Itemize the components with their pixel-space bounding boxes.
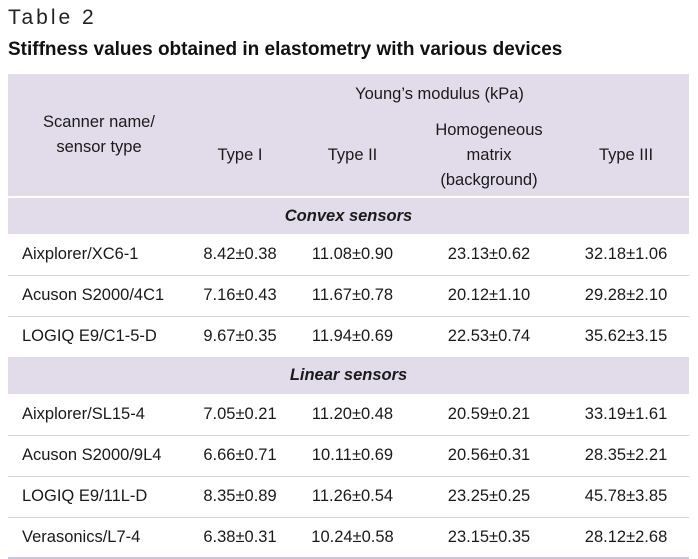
header-scanner-sensor: Scanner name/ sensor type [8, 74, 190, 197]
value-homogeneous: 23.25±0.25 [447, 487, 531, 505]
value-homogeneous: 20.59±0.21 [447, 404, 531, 423]
value-type-i: 8.42±0.38 [203, 244, 277, 263]
header-youngs-modulus: Young’s modulus (kPa) [355, 84, 524, 103]
value-homogeneous: 22.53±0.74 [447, 327, 531, 346]
value-type-ii: 11.08±0.90 [311, 244, 394, 263]
table-row: Aixplorer/SL15-4 7.05±0.21 11.20±0.48 20… [8, 394, 690, 435]
header-homogeneous-line1: Homogeneous [435, 120, 543, 139]
scanner-name: Verasonics/L7-4 [22, 527, 141, 546]
group-title: Linear sensors [289, 366, 408, 384]
scanner-name: Acuson S2000/4C1 [22, 286, 165, 304]
scanner-name: Aixplorer/SL15-4 [22, 404, 145, 423]
value-type-ii: 10.11±0.69 [311, 446, 394, 464]
header-homogeneous-line2: matrix [466, 145, 512, 164]
table-row: Verasonics/L7-4 6.38±0.31 10.24±0.58 23.… [8, 517, 690, 558]
value-type-iii: 28.35±2.21 [584, 446, 668, 464]
group-row-linear: Linear sensors [8, 357, 690, 394]
header-scanner-line2: sensor type [56, 138, 142, 156]
header-type-i: Type I [217, 145, 263, 164]
header-homogeneous-line3: (background) [440, 170, 538, 189]
table-row: Acuson S2000/9L4 6.66±0.71 10.11±0.69 20… [8, 435, 690, 476]
scanner-name: Acuson S2000/9L4 [22, 446, 162, 464]
table-label: Table 2 [8, 6, 97, 29]
value-type-iii: 35.62±3.15 [584, 327, 668, 346]
value-type-iii: 28.12±2.68 [584, 527, 668, 546]
table-row: LOGIQ E9/11L-D 8.35±0.89 11.26±0.54 23.2… [8, 476, 690, 517]
value-type-i: 7.05±0.21 [203, 404, 277, 423]
table-row: Acuson S2000/4C1 7.16±0.43 11.67±0.78 20… [8, 275, 690, 316]
group-row-convex: Convex sensors [8, 197, 690, 234]
group-title: Convex sensors [284, 206, 413, 225]
scanner-name: Aixplorer/XC6-1 [22, 244, 139, 263]
value-homogeneous: 20.56±0.31 [447, 446, 531, 464]
header-row-1: Scanner name/ sensor type Young’s modulu… [8, 74, 690, 156]
value-type-ii: 10.24±0.58 [311, 527, 394, 546]
value-type-i: 7.16±0.43 [203, 286, 277, 304]
value-type-iii: 33.19±1.61 [584, 404, 668, 423]
value-type-i: 6.38±0.31 [203, 527, 277, 546]
value-homogeneous: 23.15±0.35 [447, 527, 531, 546]
table-row: LOGIQ E9/C1-5-D 9.67±0.35 11.94±0.69 22.… [8, 316, 689, 357]
header-type-ii: Type II [327, 145, 378, 164]
value-type-i: 6.66±0.71 [203, 446, 277, 464]
value-homogeneous: 23.13±0.62 [447, 244, 531, 263]
scanner-name: LOGIQ E9/C1-5-D [22, 327, 157, 346]
value-type-i: 8.35±0.89 [203, 487, 277, 505]
header-scanner-line1: Scanner name/ [43, 113, 155, 131]
value-type-ii: 11.26±0.54 [311, 487, 394, 505]
value-type-iii: 32.18±1.06 [584, 244, 668, 263]
value-type-iii: 29.28±2.10 [584, 286, 668, 304]
stiffness-table: Scanner name/ sensor type Young’s modulu… [8, 74, 690, 559]
header-type-iii: Type III [598, 145, 654, 164]
table-row: Aixplorer/XC6-1 8.42±0.38 11.08±0.90 23.… [8, 234, 690, 275]
value-type-i: 9.67±0.35 [203, 327, 277, 346]
table-caption: Stiffness values obtained in elastometry… [8, 39, 563, 60]
value-homogeneous: 20.12±1.10 [447, 286, 531, 304]
value-type-ii: 11.67±0.78 [311, 286, 394, 304]
value-type-ii: 11.94±0.69 [311, 327, 394, 346]
value-type-iii: 45.78±3.85 [584, 487, 668, 505]
header-homogeneous-matrix: Homogeneous matrix (background) [415, 114, 563, 197]
scanner-name: LOGIQ E9/11L-D [22, 487, 148, 505]
value-type-ii: 11.20±0.48 [311, 404, 394, 423]
